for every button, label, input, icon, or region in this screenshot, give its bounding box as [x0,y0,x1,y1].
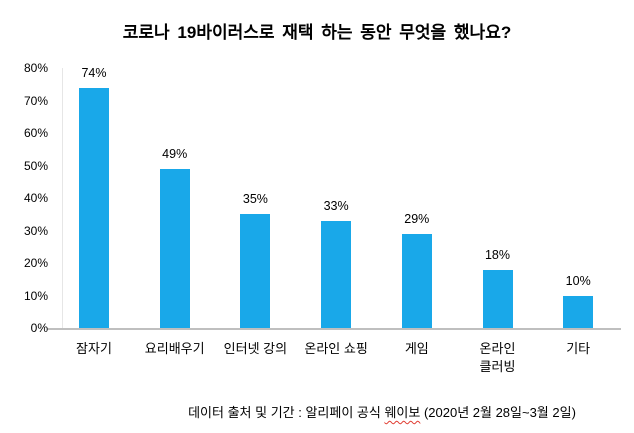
bar-3 [321,220,352,328]
bar-1 [159,168,190,328]
y-axis-tick-label: 40% [23,191,48,205]
y-axis-tick-label: 20% [23,256,48,270]
bar-6 [563,295,594,328]
bar-2 [240,214,271,328]
y-axis-tick-label: 10% [23,288,48,303]
category-label-1: 요리배우기 [144,341,205,356]
value-label-2: 35% [242,192,268,207]
category-label-2: 인터넷 강의 [223,341,288,356]
value-label-4: 29% [404,211,430,226]
category-label-4: 게임 [404,341,429,356]
value-label-0: 74% [81,65,107,80]
caption-spellcheck-word: 웨이보 [384,405,421,420]
category-label-5: 온라인 클러빙 [479,341,516,374]
y-axis-tick-label: 60% [23,126,48,140]
value-label-5: 18% [484,247,511,262]
chart-title: 코로나 19바이러스로 재택 하는 동안 무엇을 했나요? [122,23,512,42]
value-label-3: 33% [323,198,349,213]
bar-5 [482,269,513,328]
value-label-6: 10% [565,273,591,288]
value-label-1: 49% [162,146,188,161]
y-axis-tick-label: 70% [23,93,48,108]
x-axis-line [47,328,621,330]
y-axis-tick-label: 0% [30,321,48,335]
y-axis-tick-label: 80% [23,61,48,75]
source-caption: 데이터 출처 및 기간 : 알리페이 공식 웨이보 (2020년 2월 28일~… [130,402,634,421]
y-axis-line [62,68,63,328]
category-label-6: 기타 [566,341,591,356]
caption-suffix: (2020년 2월 28일~3월 2일) [420,405,576,420]
bar-4 [401,233,432,328]
caption-prefix: 데이터 출처 및 기간 : 알리페이 공식 [188,405,385,420]
y-axis-tick-label: 30% [23,223,48,238]
category-label-3: 온라인 쇼핑 [304,341,368,356]
bar-0 [79,87,109,328]
category-label-0: 잠자기 [76,341,112,356]
y-axis-tick-label: 50% [23,158,48,173]
